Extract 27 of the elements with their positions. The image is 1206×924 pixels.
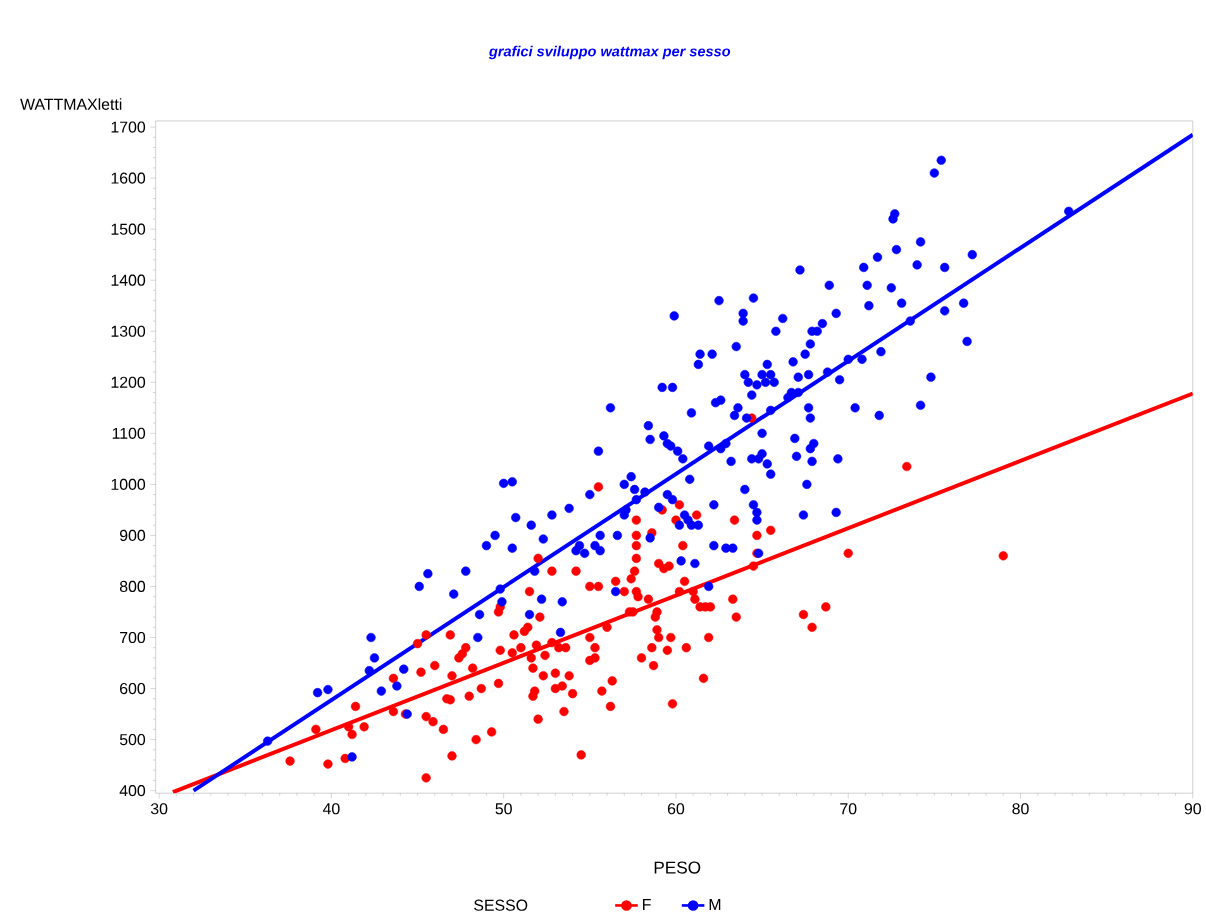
legend-label: M: [709, 898, 721, 910]
legend-title: SESSO: [474, 899, 528, 911]
y-tick-label: 1300: [111, 325, 146, 337]
y-tick-label: 600: [120, 682, 146, 695]
x-axis-title: PESO: [654, 861, 701, 874]
y-tick-label: 1400: [111, 274, 146, 286]
y-tick-label: 1600: [111, 172, 146, 184]
y-tick-label: 1100: [112, 427, 146, 439]
x-tick-label: 80: [1012, 803, 1029, 815]
y-tick-label: 400: [119, 784, 146, 797]
x-tick-label: 40: [322, 803, 340, 815]
x-tick-label: 30: [150, 803, 168, 815]
y-tick-label: 500: [119, 733, 146, 746]
y-tick-label: 1700: [111, 121, 146, 133]
x-tick-label: 90: [1184, 803, 1201, 815]
y-tick-label: 900: [119, 529, 146, 541]
y-tick-label: 1500: [111, 223, 146, 235]
y-axis-title: WATTMAXletti: [20, 98, 122, 110]
x-tick-label: 60: [667, 803, 685, 815]
y-tick-label: 1000: [111, 478, 146, 490]
legend-label: F: [643, 898, 651, 910]
chart-title: grafici sviluppo wattmax per sesso: [488, 45, 731, 60]
x-tick-label: 50: [495, 803, 512, 815]
x-tick-label: 70: [840, 803, 857, 815]
y-tick-label: 700: [120, 631, 146, 644]
y-tick-label: 800: [119, 580, 146, 593]
y-tick-label: 1200: [111, 376, 146, 388]
